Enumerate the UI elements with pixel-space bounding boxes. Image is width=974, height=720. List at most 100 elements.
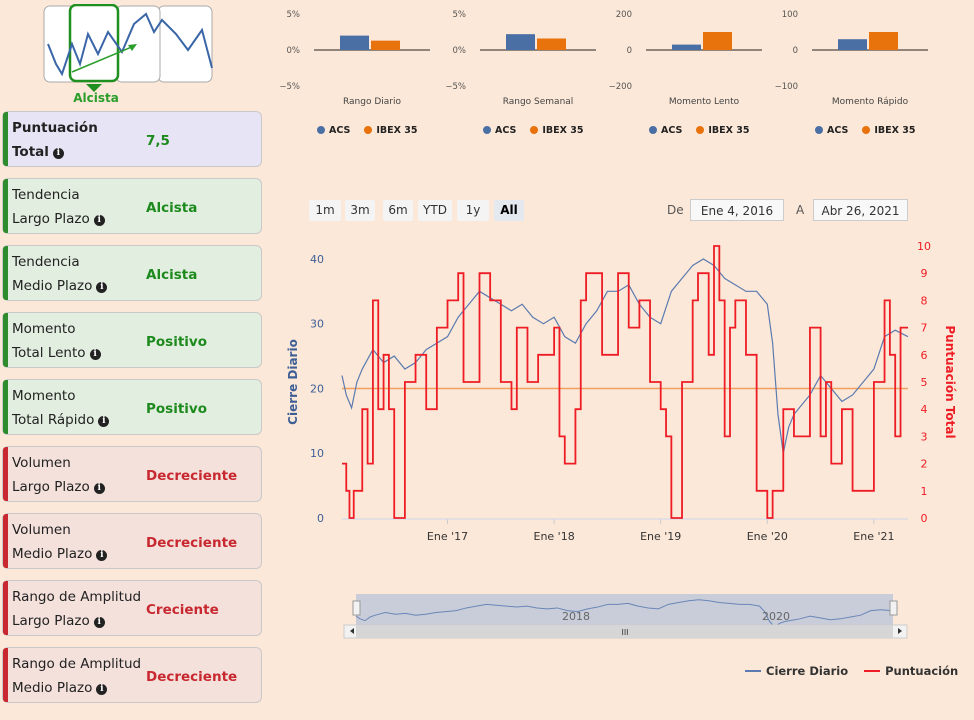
metric-label-line2: Largo Plazo i: [12, 613, 105, 629]
y-tick-label: 20: [310, 382, 324, 395]
ytick-label: 100: [782, 10, 798, 20]
bar-chart-xlabel: Rango Diario: [343, 97, 402, 107]
ytick-label: 200: [616, 10, 632, 20]
status-bar: [3, 514, 8, 568]
metric-card: Rango de Amplitud Largo Plazo i Creciente: [2, 580, 262, 636]
metric-label-line1: Puntuación: [12, 120, 98, 136]
info-icon[interactable]: i: [96, 550, 108, 561]
scroll-left-icon[interactable]: [350, 628, 354, 634]
info-icon[interactable]: i: [93, 617, 105, 628]
navigator-label: 2020: [762, 610, 790, 623]
metric-label-line1: Rango de Amplitud: [12, 656, 142, 672]
ytick-label: 5%: [453, 10, 467, 20]
bar-acs[interactable]: [340, 35, 369, 50]
y-axis-title: Cierre Diario: [286, 339, 300, 425]
price-score-chart: 0 10 20 30 40 0 1 2 3 4 5 6 7 8 9 10 Cierre Diario Puntua…: [286, 240, 957, 639]
y2-tick-label: 10: [917, 240, 931, 253]
x-tick-label: Ene '21: [853, 530, 894, 543]
metric-card: Tendencia Medio Plazo i Alcista: [2, 245, 262, 301]
info-icon[interactable]: i: [52, 148, 64, 159]
x-tick-label: Ene '20: [747, 530, 788, 543]
date-to-input[interactable]: Abr 26, 2021: [813, 199, 908, 221]
metric-card: Momento Total Lento i Positivo: [2, 312, 262, 368]
scroll-right-icon[interactable]: [898, 628, 902, 634]
bar-chart-legend[interactable]: ACS IBEX 35: [483, 125, 583, 136]
bar-chart-4: 100 0 −100 Momento Rápido: [775, 10, 928, 107]
metric-label-line1: Momento: [12, 388, 76, 404]
y2-axis-title: Puntuación Total: [943, 325, 957, 438]
metric-label-line1: Momento: [12, 321, 76, 337]
bar-chart-legend[interactable]: ACS IBEX 35: [317, 125, 417, 136]
info-icon[interactable]: i: [89, 349, 101, 360]
metric-card: Rango de Amplitud Medio Plazo i Decreciente: [2, 647, 262, 703]
bar-chart-legend[interactable]: ACS IBEX 35: [815, 125, 915, 136]
metric-label-line2: Largo Plazo i: [12, 211, 105, 227]
metric-card: Momento Total Rápido i Positivo: [2, 379, 262, 435]
ytick-label: 0: [627, 46, 632, 56]
metric-value: Alcista: [146, 200, 198, 216]
bar-ibex[interactable]: [537, 38, 566, 50]
metric-value: Positivo: [146, 401, 207, 417]
metric-label-line1: Rango de Amplitud: [12, 589, 142, 605]
info-icon[interactable]: i: [93, 483, 105, 494]
range-button-3m[interactable]: 3m: [345, 200, 375, 221]
metric-label-line2: Medio Plazo i: [12, 546, 108, 562]
metric-value: Creciente: [146, 602, 219, 618]
metric-card: Puntuación Total i 7,5: [2, 111, 262, 167]
scrollbar-thumb[interactable]: [356, 625, 893, 638]
status-bar: [3, 313, 8, 367]
info-icon[interactable]: i: [98, 416, 110, 427]
y2-tick-label: 9: [921, 267, 928, 280]
date-from-input[interactable]: Ene 4, 2016: [690, 199, 784, 221]
y2-tick-label: 7: [921, 322, 928, 335]
x-tick-label: Ene '17: [427, 530, 468, 543]
bar-chart-xlabel: Momento Rápido: [832, 97, 909, 107]
metric-value: 7,5: [146, 133, 170, 149]
bar-acs[interactable]: [672, 44, 701, 50]
trend-label: Alcista: [73, 91, 119, 105]
range-button-6m[interactable]: 6m: [383, 200, 413, 221]
metric-label-line2: Medio Plazo i: [12, 278, 108, 294]
bar-ibex[interactable]: [703, 32, 732, 50]
ytick-label: 0%: [453, 46, 467, 56]
status-bar: [3, 648, 8, 702]
ytick-label: 0%: [287, 46, 301, 56]
x-tick-label: Ene '19: [640, 530, 681, 543]
range-button-ytd[interactable]: YTD: [418, 200, 452, 221]
legend-score[interactable]: Puntuación: [864, 664, 958, 678]
y-tick-label: 30: [310, 318, 324, 331]
metric-value: Decreciente: [146, 468, 238, 484]
metric-card: Volumen Medio Plazo i Decreciente: [2, 513, 262, 569]
metric-label-line1: Volumen: [12, 522, 71, 538]
ytick-label: −5%: [279, 82, 300, 92]
y-tick-label: 40: [310, 253, 324, 266]
navigator-handle[interactable]: [352, 600, 361, 616]
range-button-all[interactable]: All: [494, 200, 524, 221]
bar-ibex[interactable]: [869, 32, 898, 50]
y2-tick-label: 1: [921, 485, 928, 498]
series-score-line[interactable]: [342, 245, 908, 519]
bar-acs[interactable]: [506, 34, 535, 50]
bar-chart-legend[interactable]: ACS IBEX 35: [649, 125, 749, 136]
metric-card: Volumen Largo Plazo i Decreciente: [2, 446, 262, 502]
y2-tick-label: 5: [921, 376, 928, 389]
navigator-series: [355, 599, 894, 628]
x-tick-label: Ene '18: [534, 530, 575, 543]
bar-acs[interactable]: [838, 39, 867, 50]
bar-chart-xlabel: Rango Semanal: [503, 97, 574, 107]
legend-close[interactable]: Cierre Diario: [745, 664, 848, 678]
scrollbar-grip-icon: III: [621, 628, 628, 637]
info-icon[interactable]: i: [93, 215, 105, 226]
navigator-handle[interactable]: [889, 600, 898, 616]
metric-value: Decreciente: [146, 669, 238, 685]
metric-label-line1: Tendencia: [12, 254, 80, 270]
range-button-1y[interactable]: 1y: [457, 200, 489, 221]
bar-ibex[interactable]: [371, 40, 400, 50]
trend-up-icon: [43, 4, 213, 92]
y-tick-label: 10: [310, 447, 324, 460]
status-bar: [3, 246, 8, 300]
range-button-1m[interactable]: 1m: [309, 200, 341, 221]
date-to-label: A: [796, 203, 805, 217]
info-icon[interactable]: i: [96, 282, 108, 293]
info-icon[interactable]: i: [96, 684, 108, 695]
